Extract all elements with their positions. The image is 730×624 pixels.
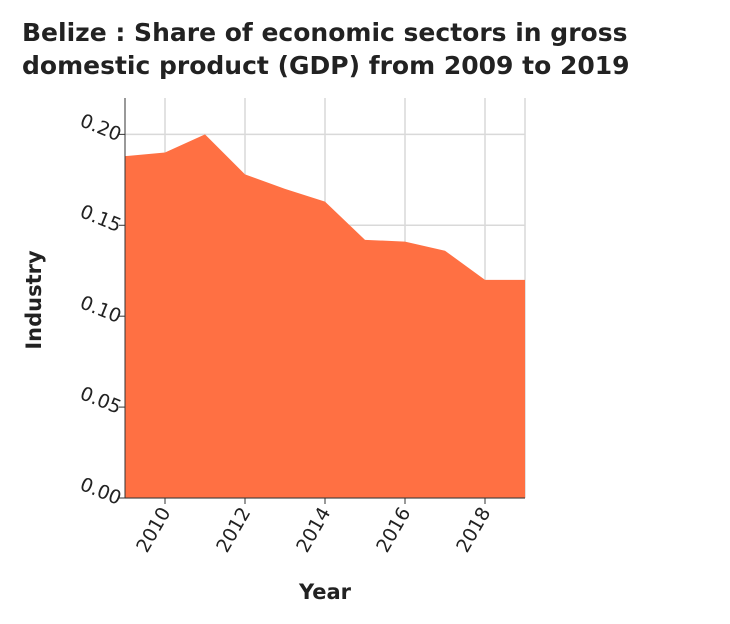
y-tick-label: 0.05 <box>77 382 124 418</box>
x-tick-label: 2010 <box>132 504 175 557</box>
y-tick-label: 0.20 <box>77 110 124 146</box>
x-axis-label: Year <box>298 580 352 604</box>
axes <box>119 98 525 504</box>
x-tick-label: 2016 <box>372 504 415 557</box>
y-tick-label: 0.00 <box>77 473 124 509</box>
industry-area <box>125 134 525 498</box>
y-tick-labels: 0.00 0.05 0.10 0.15 0.20 <box>77 110 124 510</box>
chart-title: Belize : Share of economic sectors in gr… <box>22 18 630 80</box>
x-tick-labels: 2010 2012 2014 2016 2018 <box>132 504 495 557</box>
y-tick-label: 0.15 <box>77 201 124 237</box>
x-tick-label: 2012 <box>212 504 255 557</box>
y-axis-label: Industry <box>22 250 46 350</box>
y-tick-label: 0.10 <box>77 292 124 328</box>
x-tick-label: 2014 <box>292 504 335 557</box>
x-tick-label: 2018 <box>452 504 495 557</box>
